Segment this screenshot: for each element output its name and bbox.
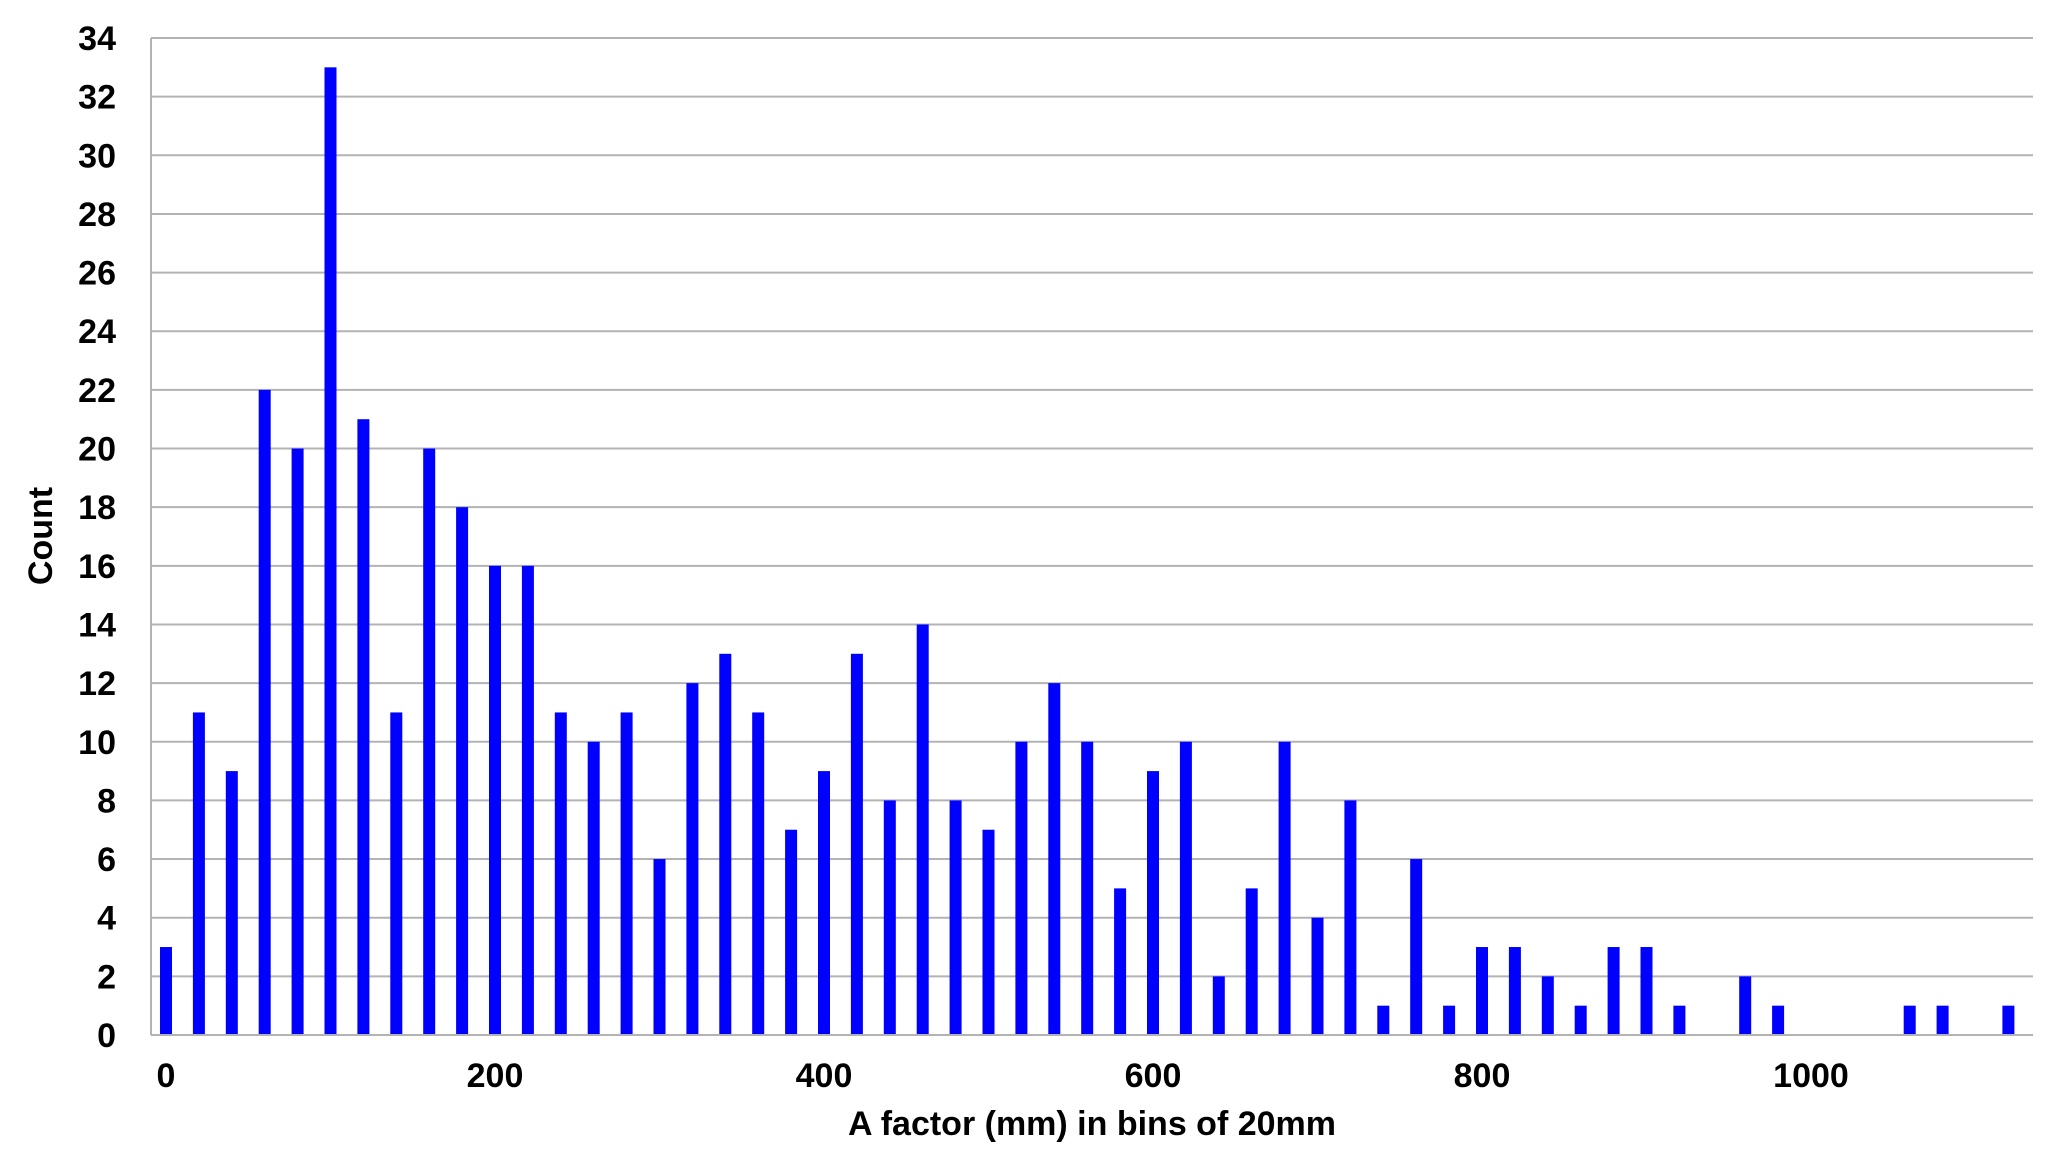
y-tick-label: 6 xyxy=(97,841,116,879)
x-tick-label: 200 xyxy=(467,1057,524,1095)
x-tick-labels: 0 200 400 600 800 1000 xyxy=(157,1057,1849,1095)
bar xyxy=(489,565,501,1035)
bar xyxy=(587,741,600,1035)
bar xyxy=(883,800,896,1035)
x-tick-label: 1000 xyxy=(1773,1057,1849,1095)
bar xyxy=(1410,859,1423,1035)
bar xyxy=(357,419,370,1035)
bar xyxy=(620,712,633,1035)
bar xyxy=(982,829,995,1035)
bar xyxy=(521,565,534,1035)
y-tick-label: 20 xyxy=(78,431,116,469)
bar xyxy=(390,712,403,1035)
y-tick-label: 2 xyxy=(97,958,116,996)
bar xyxy=(160,947,172,1035)
bar xyxy=(1936,1005,1949,1035)
bar xyxy=(324,67,337,1035)
bar xyxy=(1541,976,1554,1035)
y-tick-label: 4 xyxy=(97,900,116,938)
y-tick-label: 22 xyxy=(78,372,116,410)
bar xyxy=(1278,741,1291,1035)
bar xyxy=(1344,800,1357,1035)
bar xyxy=(1640,947,1653,1035)
bar xyxy=(785,829,798,1035)
axes xyxy=(150,38,2033,1036)
bar xyxy=(916,624,929,1035)
y-tick-label: 28 xyxy=(78,196,116,234)
y-tick-label: 26 xyxy=(78,255,116,293)
x-tick-label: 800 xyxy=(1454,1057,1511,1095)
bar xyxy=(1673,1005,1686,1035)
y-tick-label: 12 xyxy=(78,665,116,703)
y-tick-label: 16 xyxy=(78,548,116,586)
x-tick-label: 600 xyxy=(1125,1057,1182,1095)
bar xyxy=(1508,947,1521,1035)
bar xyxy=(258,389,271,1036)
y-tick-label: 8 xyxy=(97,782,116,820)
bar xyxy=(1114,888,1127,1035)
bar xyxy=(1903,1005,1916,1035)
bar xyxy=(653,859,666,1035)
bars xyxy=(160,67,2015,1036)
bar xyxy=(192,712,205,1035)
y-tick-label: 0 xyxy=(97,1017,116,1055)
bar xyxy=(225,771,238,1035)
bar xyxy=(1048,683,1061,1035)
bar xyxy=(1607,947,1620,1035)
x-tick-label: 400 xyxy=(796,1057,853,1095)
bar xyxy=(1179,741,1192,1035)
bar xyxy=(752,712,765,1035)
y-tick-label: 18 xyxy=(78,489,116,527)
y-tick-label: 32 xyxy=(78,79,116,117)
bar xyxy=(719,653,732,1035)
bar xyxy=(1311,917,1324,1035)
bar xyxy=(1739,976,1752,1035)
y-axis-title: Count xyxy=(22,487,60,585)
bar xyxy=(291,448,304,1035)
y-tick-label: 14 xyxy=(78,606,116,644)
y-tick-label: 34 xyxy=(78,20,116,58)
bar xyxy=(818,771,830,1035)
bar xyxy=(1574,1005,1587,1035)
bar xyxy=(1081,741,1094,1035)
bar xyxy=(1015,741,1028,1035)
bar xyxy=(554,712,567,1035)
y-tick-label: 30 xyxy=(78,137,116,175)
x-tick-label: 0 xyxy=(157,1057,176,1095)
bar xyxy=(1245,888,1258,1035)
bar xyxy=(456,507,469,1035)
bar xyxy=(1147,771,1159,1035)
bar xyxy=(1212,976,1225,1035)
bar xyxy=(1476,947,1488,1035)
y-tick-label: 10 xyxy=(78,724,116,762)
bar xyxy=(850,653,863,1035)
bar xyxy=(686,683,699,1035)
x-axis-title: A factor (mm) in bins of 20mm xyxy=(848,1105,1336,1143)
bar xyxy=(423,448,436,1035)
y-tick-label: 24 xyxy=(78,313,116,351)
bar xyxy=(1772,1005,1785,1035)
bar xyxy=(1443,1005,1456,1035)
bar xyxy=(2002,1005,2015,1035)
bar xyxy=(949,800,962,1035)
bar xyxy=(1377,1005,1390,1035)
